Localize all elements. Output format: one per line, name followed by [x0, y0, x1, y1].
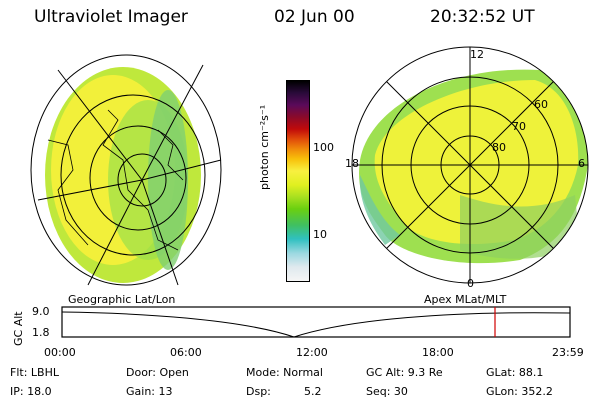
status-glon: GLon: 352.2: [486, 385, 553, 398]
mlt-label-0: 0: [467, 277, 474, 290]
status-door: Door: Open: [126, 366, 189, 379]
mlt-label-18: 18: [345, 157, 359, 170]
magnetic-caption: Apex MLat/MLT: [424, 293, 507, 306]
timeline-xtick-4: 23:59: [552, 346, 584, 359]
lat-label-70: 70: [512, 120, 526, 133]
timeline-ytick-bottom: 1.8: [32, 326, 50, 339]
timeline-xtick-3: 18:00: [422, 346, 454, 359]
timeline-ylabel: GC Alt: [12, 311, 25, 346]
colorbar-label: photon cm⁻²s⁻¹: [258, 104, 271, 190]
status-dsp-label: Dsp:: [246, 385, 271, 398]
colorbar-tick-10: 10: [313, 228, 327, 241]
status-ip: IP: 18.0: [10, 385, 52, 398]
geographic-map: [30, 54, 222, 286]
earth-limb: [30, 54, 222, 286]
orbit-altitude-curve: [61, 311, 571, 338]
status-gain: Gain: 13: [126, 385, 173, 398]
magnetic-polar-map: [351, 46, 589, 284]
status-filter: Flt: LBHL: [10, 366, 59, 379]
geographic-caption: Geographic Lat/Lon: [68, 293, 176, 306]
status-gc-alt: GC Alt: 9.3 Re: [366, 366, 443, 379]
status-dsp-value: 5.2: [304, 385, 322, 398]
altitude-timeline: [61, 306, 571, 338]
instrument-title: Ultraviolet Imager: [34, 7, 188, 27]
status-seq: Seq: 30: [366, 385, 408, 398]
status-mode: Mode: Normal: [246, 366, 323, 379]
lat-label-60: 60: [534, 98, 548, 111]
status-glat: GLat: 88.1: [486, 366, 544, 379]
timeline-xtick-2: 12:00: [296, 346, 328, 359]
timeline-ytick-top: 9.0: [32, 305, 50, 318]
lat-label-80: 80: [492, 141, 506, 154]
mlt-label-12: 12: [470, 48, 484, 61]
mlt-label-6: 6: [578, 157, 585, 170]
image-time: 20:32:52 UT: [430, 7, 535, 27]
colorbar-tick-100: 100: [313, 141, 334, 154]
colorbar: [286, 80, 310, 282]
timeline-xtick-1: 06:00: [170, 346, 202, 359]
timeline-xtick-0: 00:00: [44, 346, 76, 359]
image-date: 02 Jun 00: [274, 7, 355, 27]
